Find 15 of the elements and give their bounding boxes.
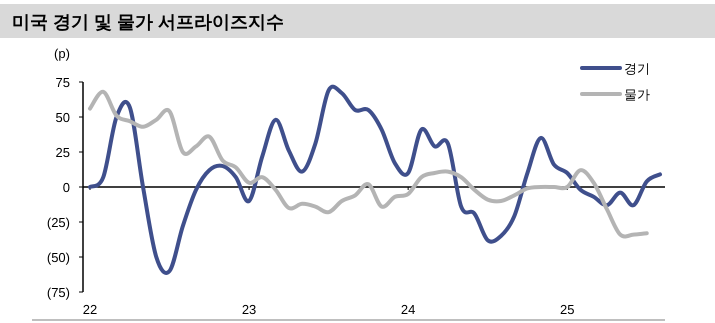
y-tick-label: 0 <box>62 180 70 195</box>
x-tick-label: 25 <box>560 302 574 317</box>
y-tick-label: (50) <box>46 250 70 265</box>
y-tick-label: (25) <box>46 215 70 230</box>
y-tick-label: 25 <box>56 145 70 160</box>
legend-label: 물가 <box>624 87 650 102</box>
x-tick-label: 23 <box>242 302 256 317</box>
y-axis-title: (p) <box>54 46 70 61</box>
x-tick-label: 24 <box>400 302 416 317</box>
y-tick-label: 75 <box>56 75 70 90</box>
chart-title: 미국 경기 및 물가 서프라이즈지수 <box>12 12 284 32</box>
legend-label: 경기 <box>624 61 650 76</box>
x-tick-label: 22 <box>82 302 98 317</box>
y-tick-label: (75) <box>46 285 70 300</box>
y-tick-label: 50 <box>56 110 70 125</box>
